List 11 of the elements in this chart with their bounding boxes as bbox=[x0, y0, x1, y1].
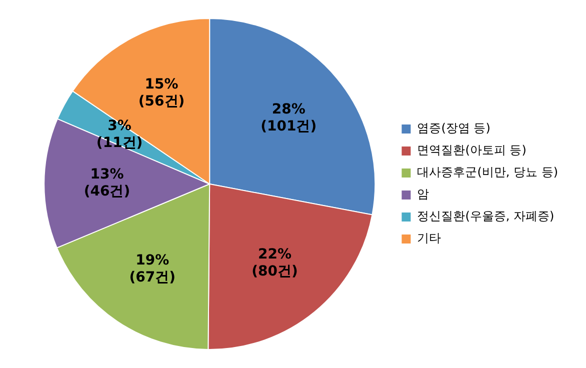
data-label: 28% (101건) bbox=[260, 102, 317, 135]
legend-label: 암 bbox=[417, 187, 430, 202]
legend-label: 대사증후군(비만, 당뇨 등) bbox=[417, 165, 558, 180]
legend-label: 염증(장염 등) bbox=[417, 121, 490, 136]
data-label: 15% (56건) bbox=[138, 76, 185, 110]
legend-label: 기타 bbox=[417, 231, 442, 246]
data-label: 22% (80건) bbox=[252, 246, 298, 280]
legend-label: 면역질환(아토피 등) bbox=[417, 143, 526, 158]
data-label: 19% (67건) bbox=[129, 252, 176, 286]
legend-label: 정신질환(우울증, 자폐증) bbox=[417, 209, 554, 224]
data-label: 13% (46건) bbox=[84, 166, 130, 200]
